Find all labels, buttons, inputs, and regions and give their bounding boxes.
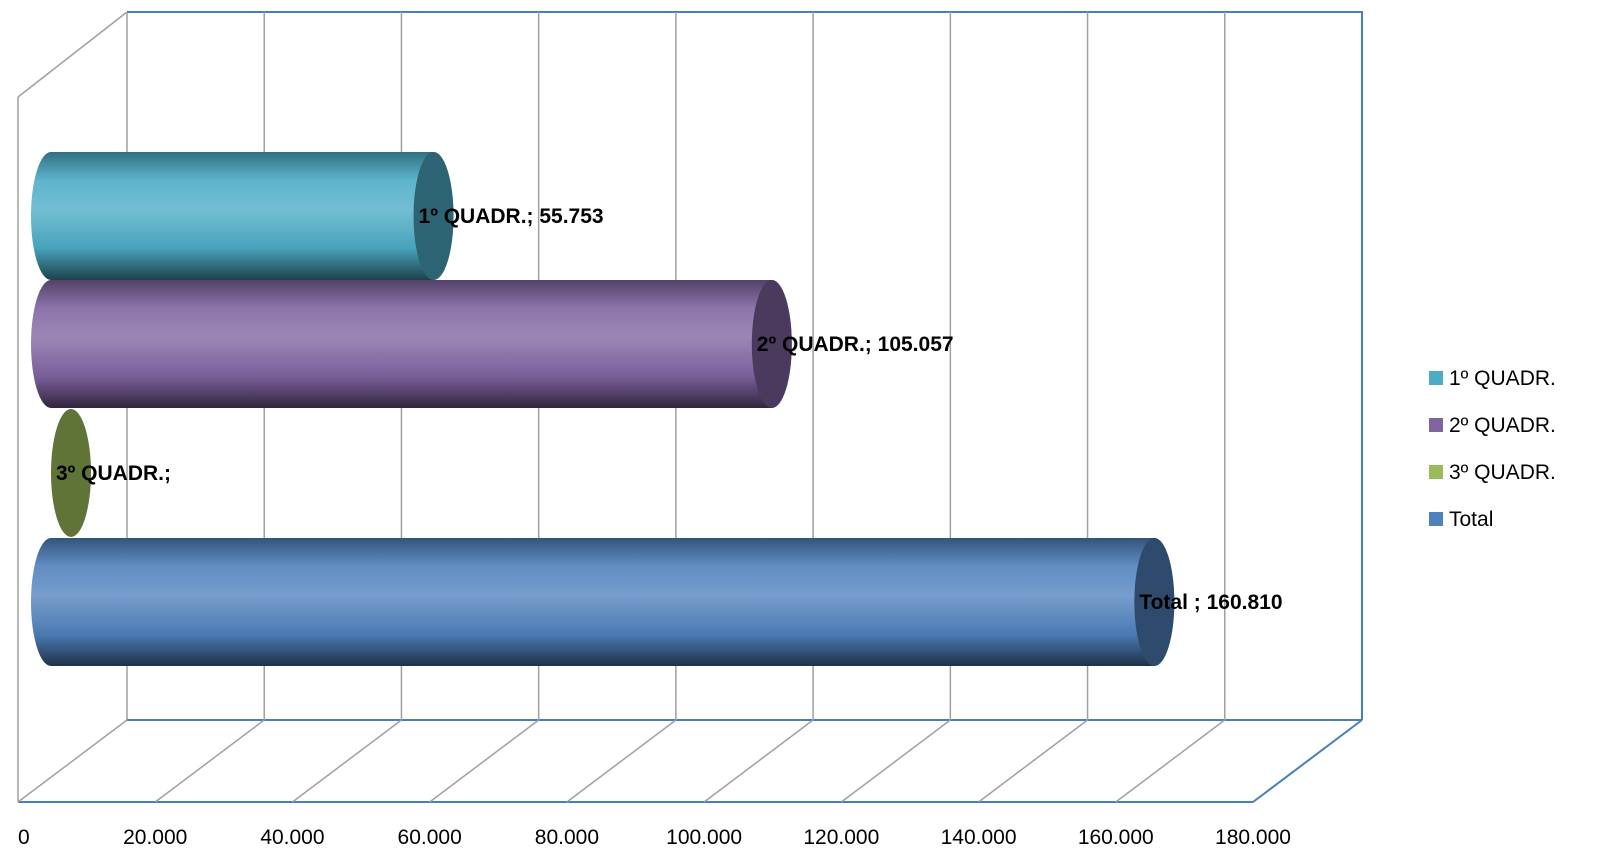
x-tick-label: 180.000 xyxy=(1215,826,1291,849)
x-tick-label: 140.000 xyxy=(941,826,1017,849)
legend-swatch xyxy=(1429,512,1443,526)
bar-end-cap xyxy=(751,280,792,408)
bar-1: 1º QUADR.; 55.753 xyxy=(31,152,604,280)
bars: 1º QUADR.; 55.753 2º QUADR.; 105.057 3º QU… xyxy=(31,152,1283,666)
x-tick-label: 0 xyxy=(18,826,30,849)
bar-data-label: 1º QUADR.; 55.753 xyxy=(419,205,604,228)
bar-body xyxy=(31,152,454,280)
bar-3: 3º QUADR.; xyxy=(51,409,171,537)
x-tick-label: 20.000 xyxy=(123,826,187,849)
gridline-floor xyxy=(154,719,265,803)
bar-body xyxy=(31,538,1175,666)
bar-4: Total ; 160.810 xyxy=(31,538,1283,666)
legend-item: Total xyxy=(1429,508,1493,531)
legend-item: 2º QUADR. xyxy=(1429,414,1556,437)
x-tick-label: 80.000 xyxy=(535,826,599,849)
x-tick-label: 40.000 xyxy=(260,826,324,849)
bar-body xyxy=(31,280,792,408)
legend-item: 1º QUADR. xyxy=(1429,367,1556,390)
x-tick-label: 120.000 xyxy=(803,826,879,849)
legend-label: 1º QUADR. xyxy=(1449,367,1556,390)
bar-data-label: Total ; 160.810 xyxy=(1139,591,1282,614)
legend-swatch xyxy=(1429,418,1443,432)
legend-swatch xyxy=(1429,465,1443,479)
x-tick-label: 100.000 xyxy=(666,826,742,849)
floor-left-edge xyxy=(17,719,128,803)
bar-data-label: 2º QUADR.; 105.057 xyxy=(757,333,954,356)
x-tick-label: 60.000 xyxy=(398,826,462,849)
gridline-floor xyxy=(429,719,540,803)
gridline-floor xyxy=(703,719,814,803)
gridline-floor xyxy=(840,719,951,803)
bar-end-cap xyxy=(413,152,454,280)
gridline-floor xyxy=(291,719,402,803)
floor-right-edge xyxy=(1252,719,1363,803)
left-wall-top-edge xyxy=(17,11,128,98)
legend-label: 2º QUADR. xyxy=(1449,414,1556,437)
gridline-floor xyxy=(1115,719,1226,803)
legend-label: 3º QUADR. xyxy=(1449,461,1556,484)
x-axis-tick-labels: 0 20.000 40.000 60.000 80.000 100.000 120.000 1… xyxy=(18,826,1291,849)
legend-item: 3º QUADR. xyxy=(1429,461,1556,484)
bar-end-cap xyxy=(51,409,91,537)
legend: 1º QUADR. 2º QUADR. 3º QUADR. Total xyxy=(1429,367,1556,531)
bar-end-cap xyxy=(1134,538,1175,666)
legend-label: Total xyxy=(1449,508,1493,531)
x-tick-label: 160.000 xyxy=(1078,826,1154,849)
bar-data-label: 3º QUADR.; xyxy=(56,462,171,485)
bar-2: 2º QUADR.; 105.057 xyxy=(31,280,954,408)
gridline-floor xyxy=(978,719,1089,803)
gridline-floor xyxy=(566,719,677,803)
legend-swatch xyxy=(1429,371,1443,385)
